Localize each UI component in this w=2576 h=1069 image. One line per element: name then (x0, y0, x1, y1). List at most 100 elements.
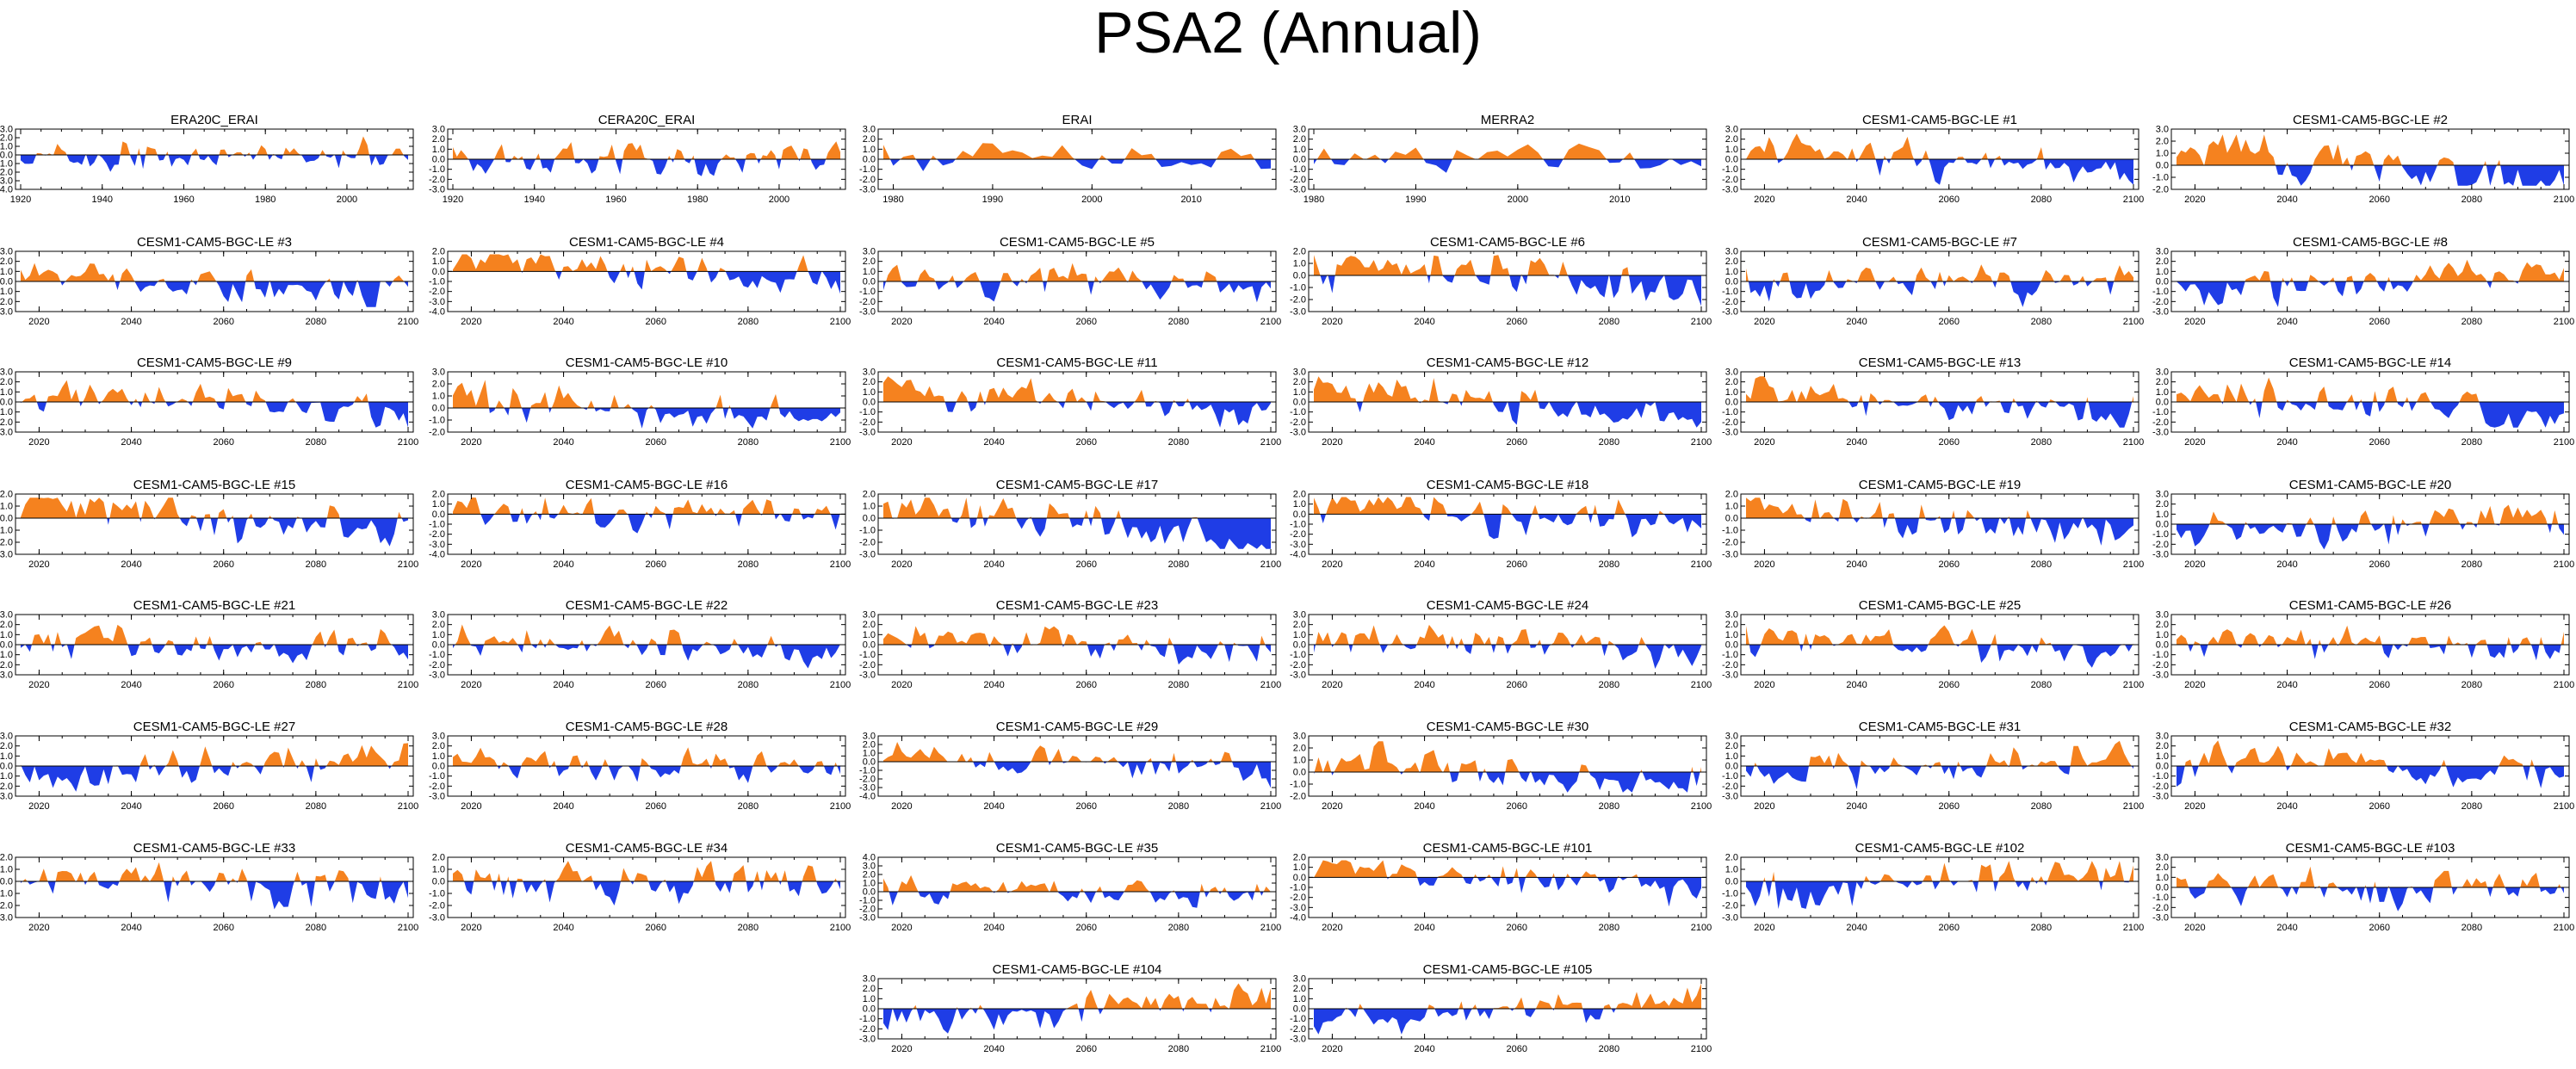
panel-title: CESM1-CAM5-BGC-LE #6 (1430, 235, 1585, 250)
y-tick-label: -1.0 (859, 1014, 876, 1024)
y-tick-label: 0.0 (2156, 161, 2169, 171)
positive-area (1314, 143, 1701, 159)
negative-area (21, 766, 408, 792)
x-tick-label: 2040 (121, 923, 141, 933)
x-tick-label: 2060 (2369, 437, 2389, 448)
x-tick-label: 2020 (2184, 437, 2205, 448)
positive-area (1314, 983, 1701, 1009)
x-tick-label: 2040 (1846, 680, 1867, 690)
y-tick-label: -1.0 (2152, 173, 2169, 183)
panel-37: CESM1-CAM5-BGC-LE #33 2.0 1.0 0.0 -1.0 -2.0 -3… (0, 841, 418, 933)
y-tick-label: 2.0 (2156, 499, 2169, 510)
negative-area (1746, 645, 2133, 668)
x-tick-label: 2100 (2554, 317, 2574, 327)
y-tick-label: -2.0 (429, 287, 445, 297)
x-tick-label: 2060 (1506, 437, 1526, 448)
y-tick-label: -1.0 (1290, 780, 1306, 790)
negative-area (21, 518, 408, 547)
y-tick-label: 2.0 (863, 134, 876, 145)
x-tick-label: 2080 (2461, 437, 2482, 448)
y-tick-label: 1.0 (1293, 756, 1306, 766)
x-tick-label: 2040 (2276, 801, 2297, 812)
x-tick-label: 2080 (1168, 801, 1189, 812)
x-tick-label: 2040 (1414, 317, 1434, 327)
y-tick-label: -3.0 (1722, 428, 1738, 438)
negative-area (883, 281, 1271, 303)
positive-area (883, 626, 1271, 645)
negative-area (1320, 514, 1701, 540)
x-tick-label: 2020 (1322, 801, 1342, 812)
x-tick-label: 2060 (645, 801, 666, 812)
y-tick-label: 2.0 (863, 870, 876, 881)
y-tick-label: -3.0 (1290, 540, 1306, 550)
y-tick-label: -1.0 (2152, 893, 2169, 903)
panel-title: CESM1-CAM5-BGC-LE #7 (1862, 235, 2017, 250)
x-tick-label: 2060 (1938, 195, 1959, 205)
y-tick-label: -1.0 (859, 896, 876, 906)
negative-area (21, 402, 408, 428)
x-tick-label: 2080 (1168, 1044, 1189, 1054)
y-tick-label: 1.0 (2156, 873, 2169, 883)
x-tick-label: 2060 (1506, 680, 1526, 690)
y-tick-label: 0.0 (863, 155, 876, 165)
x-tick-label: 1940 (523, 195, 544, 205)
negative-area (21, 881, 408, 910)
x-tick-label: 2100 (1260, 923, 1281, 933)
negative-area (453, 159, 840, 176)
panel-title: CESM1-CAM5-BGC-LE #28 (566, 720, 728, 734)
y-tick-label: -2.0 (1290, 295, 1306, 306)
negative-area (453, 645, 840, 669)
y-tick-label: 3.0 (863, 247, 876, 257)
x-tick-label: 2060 (213, 559, 233, 570)
y-tick-label: 3.0 (2156, 610, 2169, 621)
panel-title: MERRA2 (1481, 113, 1535, 127)
y-tick-label: -3.0 (859, 1035, 876, 1045)
x-tick-label: 2040 (1414, 923, 1434, 933)
y-tick-label: 0.0 (2156, 762, 2169, 772)
plot-frame (447, 493, 846, 555)
y-tick-label: -1.0 (2152, 287, 2169, 297)
positive-area (21, 497, 408, 518)
panel-title: CESM1-CAM5-BGC-LE #19 (1859, 478, 2021, 492)
y-tick-label: 0.0 (1293, 640, 1306, 651)
y-tick-label: 0.0 (1725, 155, 1738, 165)
y-tick-label: -4.0 (0, 185, 13, 195)
panel-11: CESM1-CAM5-BGC-LE #7 3.02.01.00.0-1.0-2.0… (1722, 235, 2144, 327)
panel-28: CESM1-CAM5-BGC-LE #24 3.02.01.00.0-1.0-2.… (1290, 598, 1712, 690)
x-tick-label: 2040 (983, 923, 1004, 933)
x-tick-label: 2020 (1754, 437, 1774, 448)
negative-area (453, 766, 840, 783)
y-tick-label: 3.0 (2156, 125, 2169, 135)
x-tick-label: 2100 (1691, 317, 1712, 327)
negative-area (1314, 402, 1701, 428)
positive-area (2177, 625, 2564, 645)
x-tick-label: 2020 (1322, 559, 1342, 570)
y-tick-label: 0.0 (863, 887, 876, 898)
y-tick-label: 0.0 (2156, 640, 2169, 651)
x-tick-label: 2020 (1754, 317, 1774, 327)
x-tick-label: 2100 (2554, 680, 2574, 690)
y-tick-label: 0.0 (863, 640, 876, 651)
y-tick-label: 0.0 (2156, 520, 2169, 530)
x-tick-label: 2040 (121, 559, 141, 570)
panel-12: CESM1-CAM5-BGC-LE #8 3.02.01.00.0-1.0-2.0… (2152, 235, 2574, 327)
y-tick-label: -1.0 (1290, 650, 1306, 660)
x-tick-label: 2060 (1506, 1044, 1526, 1054)
y-tick-label: 0.0 (1293, 271, 1306, 281)
x-tick-label: 2020 (2184, 317, 2205, 327)
positive-area (1746, 264, 2133, 281)
y-tick-label: 2.0 (1725, 377, 1738, 387)
y-tick-label: 1.0 (863, 145, 876, 155)
y-tick-label: 0.0 (432, 404, 445, 414)
positive-area (453, 624, 840, 645)
y-tick-label: -4.0 (429, 307, 445, 318)
panel-38: CESM1-CAM5-BGC-LE #34 2.0 1.0 0.0 -1.0 -2.0 -3… (429, 841, 851, 933)
x-tick-label: 2020 (2184, 923, 2205, 933)
x-tick-label: 2020 (1322, 437, 1342, 448)
y-tick-label: 1.0 (1725, 865, 1738, 875)
y-tick-label: 2.0 (432, 490, 445, 500)
negative-area (1746, 518, 2133, 546)
panel-25: CESM1-CAM5-BGC-LE #21 3.02.01.00.0-1.0-2.… (0, 598, 418, 690)
y-tick-label: -1.0 (429, 277, 445, 287)
y-tick-label: 2.0 (0, 741, 13, 751)
